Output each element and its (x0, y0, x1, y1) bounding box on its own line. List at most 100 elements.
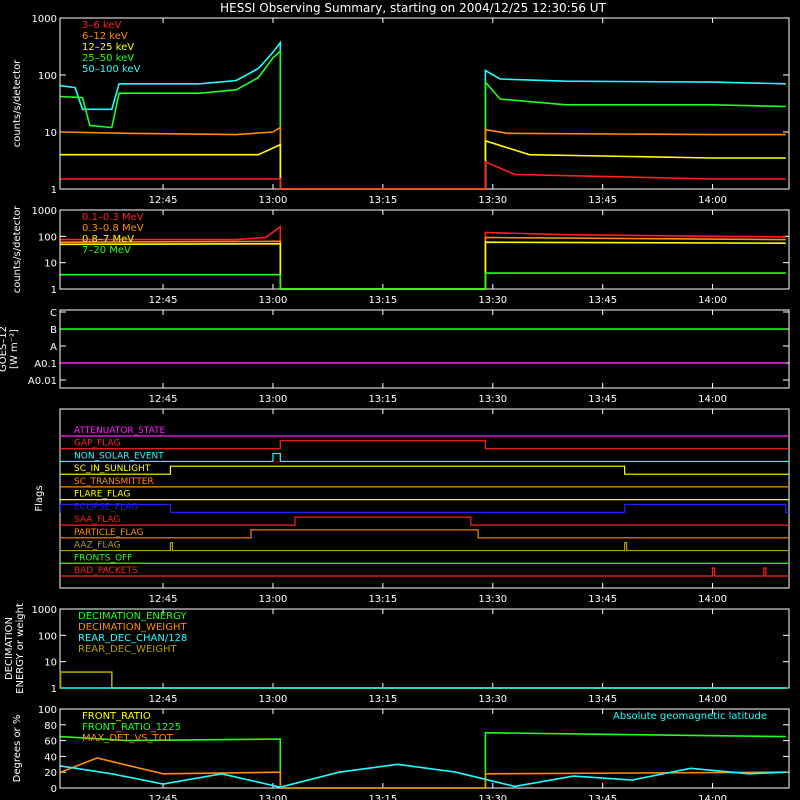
decimation-legend-item: DECIMATION_WEIGHT (78, 622, 187, 633)
lightcurve-ytick-label: 10 (44, 128, 57, 139)
flag-line (60, 567, 789, 577)
ratios-xtick-label: 13:15 (368, 794, 397, 800)
ratios-series-line (60, 763, 786, 789)
goes-ytick-label: A0.01 (28, 376, 57, 387)
high_energy-ytick-label: 10 (44, 259, 57, 270)
goes-xtick-label: 12:45 (149, 394, 178, 405)
goes-ylabel-line: GOES–12 (0, 326, 9, 372)
ratios-xtick-label: 14:00 (698, 794, 727, 800)
high_energy-legend-item: 0.1–0.3 MeV (82, 212, 144, 223)
ratios-ytick-label: 20 (44, 768, 57, 779)
decimation-ytick-label: 1 (51, 684, 57, 695)
high_energy-legend-item: 7–20 MeV (82, 245, 131, 256)
flag-line (60, 440, 789, 450)
high_energy-ytick-label: 100 (38, 232, 57, 243)
ratios-xtick-label: 12:45 (149, 794, 178, 800)
high_energy-series-line (60, 272, 786, 290)
decimation-ylabel-line: ENERGY or weight (15, 603, 26, 694)
goes-ytick-label: A (50, 342, 57, 353)
goes-xtick-label: 13:00 (259, 394, 288, 405)
goes-xtick-label: 13:15 (368, 394, 397, 405)
flags-xtick-label: 13:00 (259, 594, 288, 605)
goes-xtick-label: 13:45 (588, 394, 617, 405)
ratios-ytick-label: 60 (44, 737, 57, 748)
high_energy-xtick-label: 13:00 (259, 295, 288, 306)
lightcurve-ytick-label: 100 (38, 71, 57, 82)
lightcurve-legend-item: 50–100 keV (82, 64, 141, 75)
flag-label: FRONTS_OFF (74, 553, 132, 563)
ratios-legend-item: FRONT_RATIO (82, 711, 151, 722)
goes-ytick-label: A0.1 (34, 359, 57, 370)
panels-group: 12:45 13:00 13:15 13:30 13:45 14:001101001000… (0, 14, 790, 800)
lightcurve-ytick-label: 1000 (32, 14, 57, 25)
lightcurve-series-line (60, 40, 786, 190)
flag-label: ATTENUATOR_STATE (74, 426, 166, 436)
decimation-xtick-label: 13:30 (478, 694, 507, 705)
flag-label: ECLIPSE_FLAG (74, 502, 138, 512)
lightcurve-ylabel: counts/s/detector (12, 59, 23, 147)
flag-label: GAP_FLAG (74, 439, 120, 449)
lightcurve-legend-item: 25–50 keV (82, 53, 134, 64)
flags-frame (59, 408, 790, 589)
lightcurve-ytick-label: 1 (51, 185, 57, 196)
lightcurve-xtick-label: 13:15 (368, 195, 397, 206)
flag-line (59, 503, 789, 513)
flag-label: AAZ_FLAG (74, 541, 121, 551)
ratios-right-label: Absolute geomagnetic latitude (613, 711, 767, 722)
high_energy-legend-item: 0.3–0.8 MeV (82, 223, 144, 234)
goes-ytick-label: C (50, 308, 57, 319)
flag-label: SAA_FLAG (74, 515, 120, 525)
flags-ylabel: Flags (34, 485, 45, 511)
ratios-xtick-label: 13:45 (588, 794, 617, 800)
decimation-ytick-label: 10 (44, 658, 57, 669)
ratios-ytick-label: 0 (51, 784, 57, 795)
flag-label: PARTICLE_FLAG (74, 528, 144, 538)
figure-title: HESSI Observing Summary, starting on 200… (220, 1, 606, 15)
flag-line (60, 529, 789, 539)
lightcurve-legend-item: 6–12 keV (82, 31, 128, 42)
ratios-series-line (60, 757, 786, 789)
lightcurve-legend-item: 3–6 keV (82, 20, 121, 31)
ratios-legend-item: MAX_DET_VS_TOT (82, 733, 174, 744)
high_energy-ytick-label: 1 (51, 285, 57, 296)
lightcurve-xtick-label: 12:45 (149, 195, 178, 206)
flag-line (60, 516, 789, 526)
flags-xtick-label: 12:45 (149, 594, 178, 605)
high_energy-ytick-label: 1000 (32, 206, 57, 217)
decimation-legend-item: DECIMATION_ENERGY (78, 611, 187, 622)
flags-xtick-label: 14:00 (698, 594, 727, 605)
decimation-xtick-label: 13:00 (259, 694, 288, 705)
flag-line (60, 452, 789, 463)
flags-xtick-label: 13:15 (368, 594, 397, 605)
flag-label: FLARE_FLAG (74, 490, 130, 500)
goes-frame (59, 309, 790, 389)
flag-label: NON_SOLAR_EVENT (74, 451, 164, 461)
flag-line (60, 541, 789, 552)
decimation-legend-item: REAR_DEC_WEIGHT (78, 644, 177, 655)
lightcurve-xtick-label: 14:00 (698, 195, 727, 206)
lightcurve-series-line (60, 49, 786, 190)
decimation-legend-item: REAR_DEC_CHAN/128 (78, 633, 187, 644)
decimation-xtick-label: 13:45 (588, 694, 617, 705)
flags-xtick-label: 13:45 (588, 594, 617, 605)
goes-axes: 12:45 13:00 13:15 13:30 13:45 14:00 (59, 309, 790, 405)
flag-label: SC_IN_SUNLIGHT (74, 464, 151, 474)
flag-line (60, 465, 789, 475)
flag-label: SC_TRANSMITTER (74, 477, 154, 487)
decimation-xtick-label: 12:45 (149, 694, 178, 705)
goes-ytick-label: B (50, 325, 57, 336)
lightcurve-xtick-label: 13:45 (588, 195, 617, 206)
decimation-xtick-label: 14:00 (698, 694, 727, 705)
goes-xtick-label: 13:30 (478, 394, 507, 405)
high_energy-xtick-label: 13:45 (588, 295, 617, 306)
high_energy-xtick-label: 13:30 (478, 295, 507, 306)
ratios-ytick-label: 40 (44, 752, 57, 763)
decimation-axes: 12:45 13:00 13:15 13:30 13:45 14:00 (59, 608, 790, 705)
high_energy-ylabel: counts/s/detector (12, 205, 23, 293)
high_energy-legend-item: 0.8–7 MeV (82, 234, 134, 245)
decimation-ytick-label: 100 (38, 631, 57, 642)
decimation-ylabel-line: DECIMATION (4, 617, 15, 680)
high_energy-xtick-label: 14:00 (698, 295, 727, 306)
